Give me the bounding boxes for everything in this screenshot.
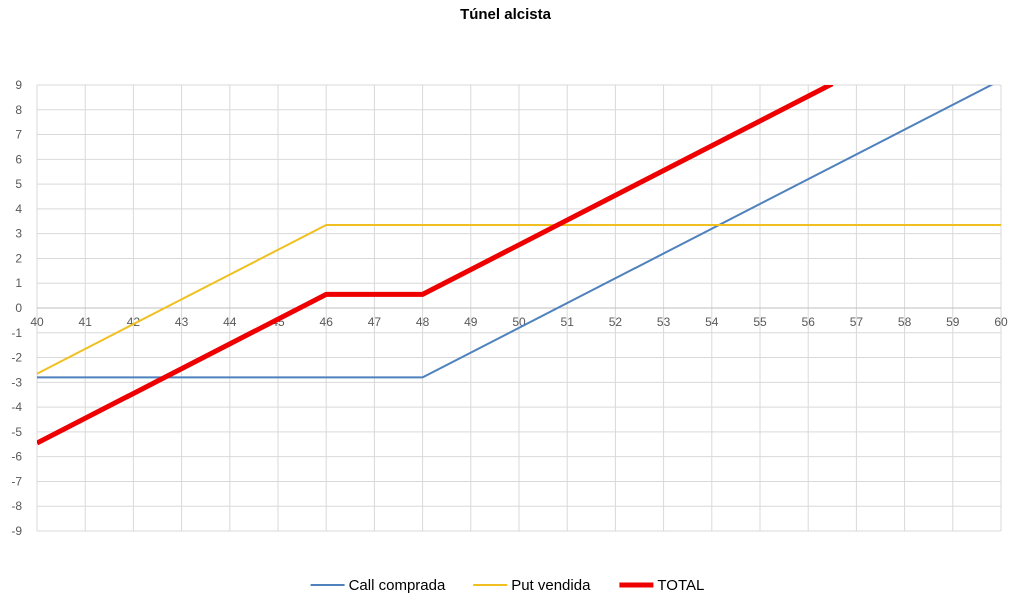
y-tick-label: 2 (15, 251, 22, 265)
x-tick-label: 40 (30, 315, 44, 329)
y-tick-label: -7 (11, 474, 22, 488)
series-line-total (37, 85, 834, 446)
x-tick-label: 58 (898, 315, 912, 329)
y-tick-label: -4 (11, 400, 22, 414)
legend-label-total: TOTAL (657, 577, 704, 594)
x-tick-label: 59 (946, 315, 960, 329)
x-tick-label: 47 (368, 315, 382, 329)
x-tick-label: 52 (609, 315, 623, 329)
y-tick-label: -1 (11, 326, 22, 340)
y-tick-label: -2 (11, 351, 22, 365)
series-line-put-vendida (37, 224, 1001, 375)
x-tick-label: 60 (994, 315, 1008, 329)
x-tick-label: 46 (320, 315, 334, 329)
y-tick-label: 6 (15, 152, 22, 166)
y-tick-label: 5 (15, 177, 22, 191)
x-tick-label: 44 (223, 315, 237, 329)
y-tick-label: 4 (15, 202, 22, 216)
x-tick-label: 41 (79, 315, 93, 329)
y-tick-label: -3 (11, 375, 22, 389)
y-tick-label: 8 (15, 103, 22, 117)
y-tick-label: 1 (15, 276, 22, 290)
y-tick-label: -5 (11, 425, 22, 439)
chart-title: Túnel alcista (460, 6, 551, 23)
x-tick-label: 57 (850, 315, 864, 329)
y-tick-label: 7 (15, 128, 22, 142)
x-tick-label: 49 (464, 315, 478, 329)
x-tick-label: 51 (561, 315, 575, 329)
x-tick-label: 54 (705, 315, 719, 329)
legend-label-call-comprada: Call comprada (349, 577, 446, 594)
x-tick-label: 48 (416, 315, 430, 329)
x-tick-label: 55 (753, 315, 767, 329)
x-tick-label: 43 (175, 315, 189, 329)
y-tick-label: -8 (11, 499, 22, 513)
legend-label-put-vendida: Put vendida (511, 577, 591, 594)
x-tick-label: 53 (657, 315, 671, 329)
y-tick-label: 3 (15, 227, 22, 241)
y-tick-label: 0 (15, 301, 22, 315)
y-tick-label: 9 (15, 78, 22, 92)
y-tick-label: -9 (11, 524, 22, 538)
x-tick-label: 56 (802, 315, 816, 329)
y-tick-label: -6 (11, 450, 22, 464)
